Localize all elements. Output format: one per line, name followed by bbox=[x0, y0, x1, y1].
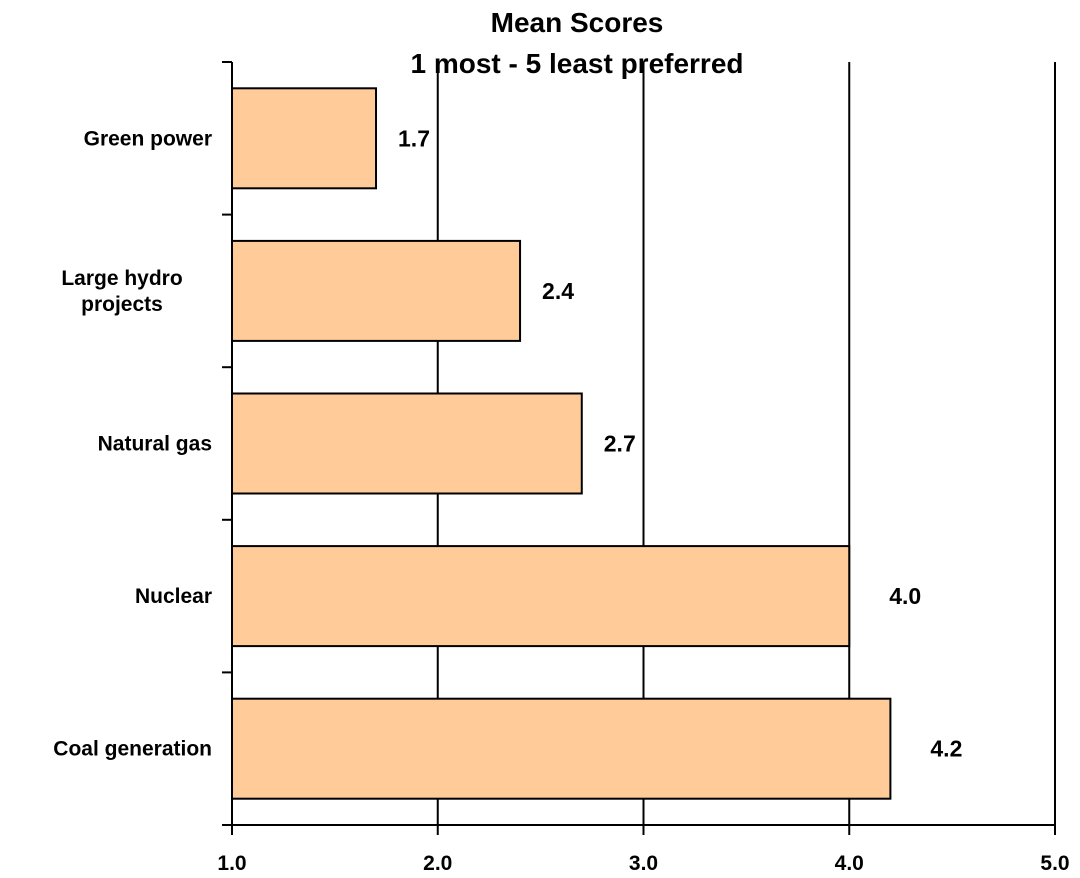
bar bbox=[231, 87, 378, 190]
x-tick-label: 4.0 bbox=[835, 852, 864, 875]
x-tick-label: 5.0 bbox=[1040, 852, 1069, 875]
category-label: Coal generation bbox=[53, 738, 212, 761]
category-label-line: Green power bbox=[84, 127, 212, 150]
bar bbox=[231, 545, 851, 648]
x-tick-label: 2.0 bbox=[423, 852, 452, 875]
bar bbox=[231, 697, 892, 800]
category-label: Large hydro projects bbox=[61, 267, 182, 316]
labels: 1.7 2.4 2.7 4.0 4.2 1.0 2.0 3.0 4.0 5.0 Green powe… bbox=[53, 125, 1069, 875]
bar bbox=[231, 239, 522, 342]
data-label: 2.4 bbox=[542, 278, 574, 304]
category-label-line: Large hydro bbox=[61, 267, 182, 290]
chart-title: Mean Scores bbox=[491, 7, 664, 38]
bars bbox=[231, 87, 892, 800]
category-label-line: Natural gas bbox=[98, 433, 212, 456]
axes bbox=[222, 61, 1056, 835]
x-tick-label: 3.0 bbox=[629, 852, 658, 875]
category-label-line: Nuclear bbox=[135, 585, 212, 608]
data-label: 1.7 bbox=[398, 125, 430, 151]
category-label: Green power bbox=[84, 127, 212, 150]
category-label-line: projects bbox=[81, 293, 163, 316]
chart-subtitle: 1 most - 5 least preferred bbox=[410, 48, 743, 79]
category-label: Nuclear bbox=[135, 585, 212, 608]
data-label: 4.2 bbox=[930, 736, 962, 762]
category-label-line: Coal generation bbox=[53, 738, 212, 761]
category-label: Natural gas bbox=[98, 433, 212, 456]
data-label: 4.0 bbox=[889, 583, 921, 609]
x-tick-label: 1.0 bbox=[217, 852, 246, 875]
bar bbox=[231, 392, 583, 495]
data-label: 2.7 bbox=[604, 431, 636, 457]
